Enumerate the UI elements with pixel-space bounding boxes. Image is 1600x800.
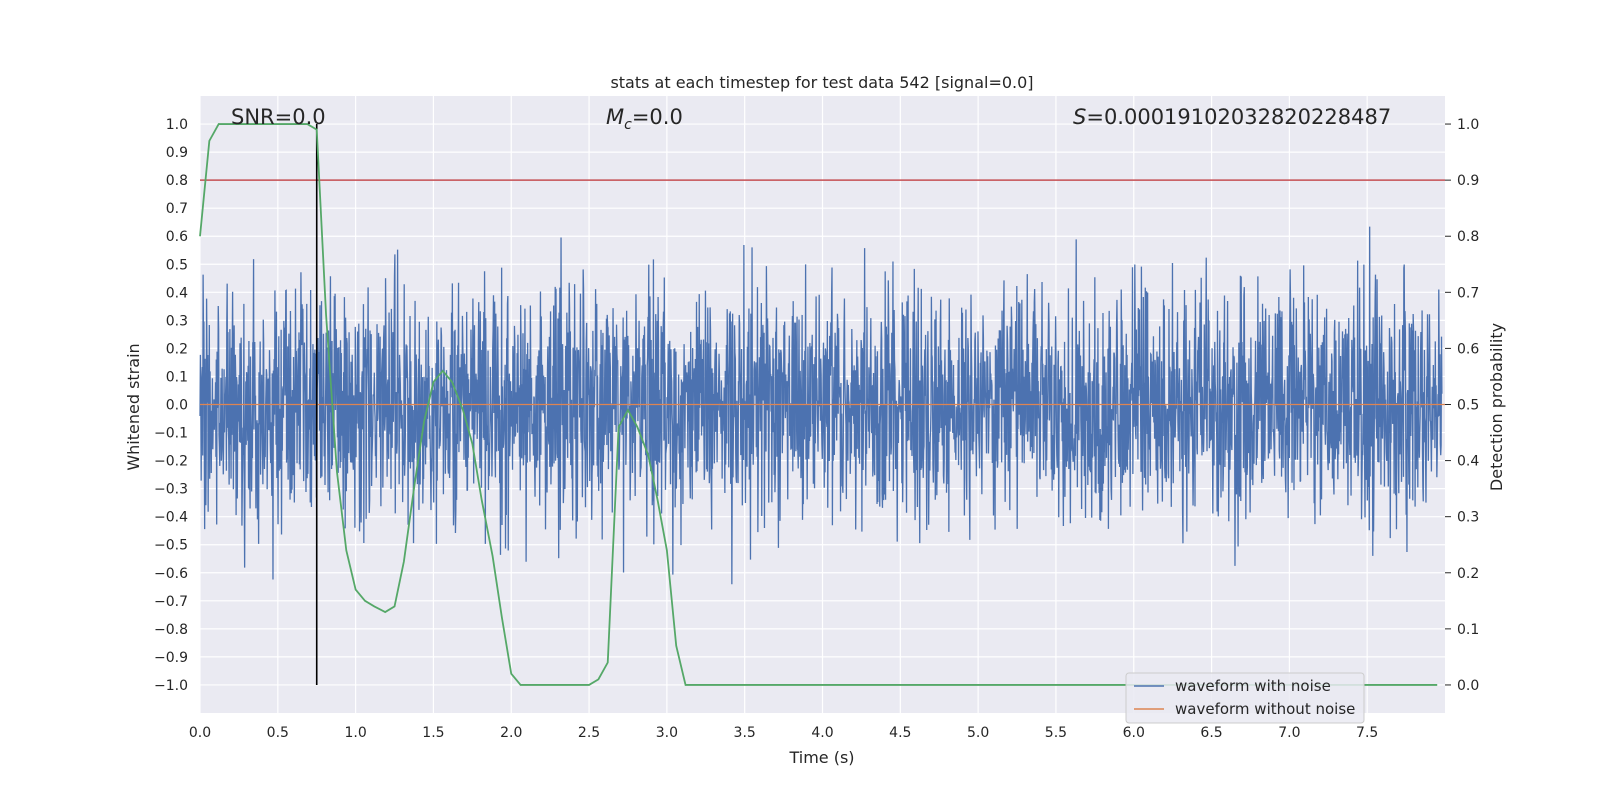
y-tick-label: 1.0: [166, 117, 188, 133]
y-axis-ticks: 1.0 0.9 0.8 0.7 0.6 0.5 0.4 0.3 0.2 0.1 0.0 −0.1 −0.…: [154, 117, 188, 694]
y-tick-label: 0.0: [166, 398, 188, 414]
x-tick-label: 1.5: [422, 725, 444, 741]
legend-label-waveform-without-noise: waveform without noise: [1175, 700, 1355, 718]
x-tick-label: 4.0: [811, 725, 833, 741]
x-tick-label: 5.5: [1045, 725, 1067, 741]
legend-label-waveform-with-noise: waveform with noise: [1175, 677, 1331, 695]
y-tick-label: 0.3: [166, 313, 188, 329]
plot-area: [199, 96, 1445, 713]
x-tick-label: 6.0: [1123, 725, 1145, 741]
series-detection-probability: [199, 123, 1438, 686]
y-tick-label: 0.6: [166, 229, 188, 245]
y-tick-label: −1.0: [154, 678, 188, 694]
x-tick-label: 7.5: [1356, 725, 1378, 741]
right-y-tick-label: 0.8: [1457, 229, 1479, 245]
chart-title: stats at each timestep for test data 542…: [610, 73, 1033, 92]
y-tick-label: 0.8: [166, 173, 188, 189]
right-y-tick-label: 0.3: [1457, 510, 1479, 526]
x-tick-label: 0.5: [267, 725, 289, 741]
y-tick-label: −0.6: [154, 566, 188, 582]
statistic-value: =0.0001910203282022848​7: [1086, 105, 1391, 129]
y-tick-label: −0.5: [154, 538, 188, 554]
right-y-axis-label: Detection probability: [1487, 323, 1506, 491]
right-y-tick-label: 0.9: [1457, 173, 1479, 189]
chirp-mass-subscript: c: [624, 117, 632, 133]
right-y-tick-label: 0.1: [1457, 622, 1479, 638]
y-tick-label: −0.1: [154, 426, 188, 442]
chirp-mass-value: =0.0: [632, 105, 683, 129]
y-tick-label: −0.7: [154, 594, 188, 610]
y-axis-label: Whitened strain: [124, 343, 143, 470]
x-tick-label: 4.5: [889, 725, 911, 741]
y-tick-label: 0.9: [166, 145, 188, 161]
x-tick-label: 3.0: [656, 725, 678, 741]
series-waveform-with-noise: [199, 226, 1443, 585]
noise-waveform-line: [199, 226, 1443, 585]
statistic-symbol: S: [1073, 105, 1086, 129]
x-axis-label: Time (s): [788, 748, 854, 767]
y-tick-label: −0.2: [154, 454, 188, 470]
x-tick-label: 2.0: [500, 725, 522, 741]
x-axis-ticks: 0.0 0.5 1.0 1.5 2.0 2.5 3.0 3.5 4.0 4.5 5.0 5.5 6.0 6…: [189, 725, 1378, 741]
right-y-tick-label: 0.4: [1457, 454, 1479, 470]
y-tick-label: −0.4: [154, 510, 188, 526]
probability-line: [199, 123, 1438, 686]
snr-annotation: SNR=0.0: [231, 105, 326, 129]
y-tick-label: −0.9: [154, 650, 188, 666]
legend-box: [1125, 672, 1365, 724]
chirp-mass-symbol: M: [606, 105, 624, 129]
x-tick-label: 0.0: [189, 725, 211, 741]
legend: waveform with noise waveform without noi…: [1125, 672, 1365, 724]
x-tick-label: 3.5: [734, 725, 756, 741]
chirp-mass-annotation: Mc=0.0: [606, 105, 683, 133]
right-y-tick-label: 0.6: [1457, 341, 1479, 357]
y-tick-label: 0.4: [166, 285, 188, 301]
x-tick-label: 1.0: [344, 725, 366, 741]
right-y-tick-label: 0.5: [1457, 398, 1479, 414]
right-y-tick-label: 1.0: [1457, 117, 1479, 133]
y-tick-label: 0.5: [166, 257, 188, 273]
right-y-tick-label: 0.0: [1457, 678, 1479, 694]
y-tick-label: −0.3: [154, 482, 188, 498]
right-y-axis-ticks: 1.0 0.9 0.8 0.7 0.6 0.5 0.4 0.3 0.2 0.1 0.0: [1445, 117, 1479, 694]
x-tick-label: 7.0: [1278, 725, 1300, 741]
x-tick-label: 5.0: [967, 725, 989, 741]
right-y-tick-label: 0.7: [1457, 285, 1479, 301]
y-tick-label: 0.1: [166, 369, 188, 385]
y-tick-label: −0.8: [154, 622, 188, 638]
y-tick-label: 0.2: [166, 341, 188, 357]
y-tick-label: 0.7: [166, 201, 188, 217]
x-tick-label: 6.5: [1200, 725, 1222, 741]
statistic-annotation: S=0.0001910203282022848​7: [1073, 105, 1391, 129]
right-y-tick-label: 0.2: [1457, 566, 1479, 582]
x-tick-label: 2.5: [578, 725, 600, 741]
